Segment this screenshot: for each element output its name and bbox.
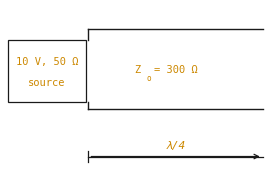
Text: Z: Z [134,65,140,75]
Text: = 300 Ω: = 300 Ω [154,65,198,75]
Text: o: o [146,74,151,83]
Text: λ/4: λ/4 [165,141,186,151]
Text: 10 V, 50 Ω: 10 V, 50 Ω [16,57,78,67]
FancyBboxPatch shape [8,40,86,102]
Text: source: source [28,78,66,88]
